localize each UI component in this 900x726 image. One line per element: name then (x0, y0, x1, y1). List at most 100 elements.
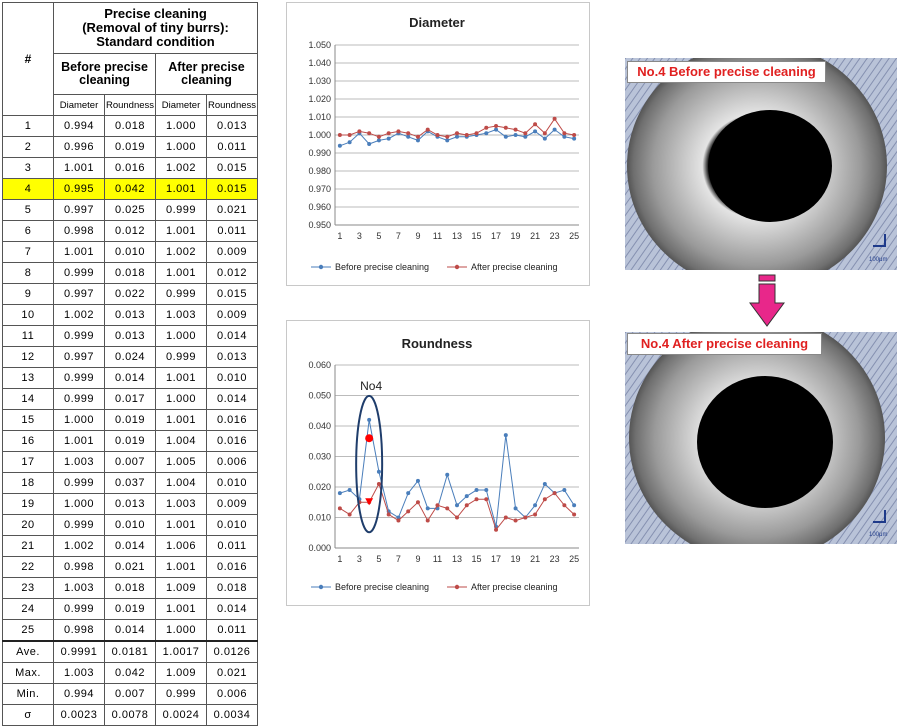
before-roundness-cell: 0.013 (104, 325, 156, 347)
before-roundness-cell: 0.014 (104, 619, 156, 642)
data-point-after (367, 131, 372, 136)
y-tick-label: 0.030 (308, 452, 331, 462)
after-diameter-cell: 1.005 (155, 451, 207, 473)
after-roundness-cell: 0.013 (206, 346, 258, 368)
data-point-after (494, 124, 499, 128)
before-roundness-cell: 0.010 (104, 514, 156, 536)
data-point-after (435, 503, 440, 508)
x-tick-label: 15 (472, 554, 482, 564)
data-point-after (435, 133, 440, 137)
after-diameter-cell: 1.001 (155, 178, 207, 200)
data-point-before (562, 488, 567, 493)
table-row: 18 0.999 0.037 1.004 0.010 (2, 472, 258, 494)
table-row: 11 0.999 0.013 1.000 0.014 (2, 325, 258, 347)
stats-row: Min. 0.994 0.007 0.999 0.006 (2, 683, 258, 705)
condition-title-line-3: Standard condition (96, 34, 215, 49)
after-diameter-cell: 1.000 (155, 388, 207, 410)
before-roundness-cell: 0.017 (104, 388, 156, 410)
data-point-after (484, 497, 489, 502)
x-tick-label: 25 (569, 231, 579, 241)
data-point-before (376, 469, 381, 474)
stats-row: Max. 1.003 0.042 1.009 0.021 (2, 662, 258, 684)
data-point-after (406, 509, 411, 514)
before-roundness-cell: 0.021 (104, 556, 156, 578)
table-body: 1 0.994 0.018 1.000 0.013 2 0.996 0.019 1.000 0.0… (2, 115, 258, 726)
before-diameter-cell: 0.996 (53, 136, 105, 158)
before-diameter-cell: 0.994 (53, 115, 105, 137)
sub-header-after-diameter: Diameter (155, 94, 207, 116)
data-point-after (376, 481, 381, 486)
before-diameter-cell: 1.003 (53, 662, 105, 684)
before-header: Before precise cleaning (53, 53, 156, 95)
row-number-cell: 20 (2, 514, 54, 536)
data-point-before (562, 134, 567, 139)
after-diameter-cell: 0.0024 (155, 704, 207, 726)
after-roundness-cell: 0.021 (206, 199, 258, 221)
legend-label: Before precise cleaning (335, 582, 429, 592)
after-header-line-1: After precise (168, 60, 245, 74)
data-point-after (445, 506, 450, 511)
data-point-before (503, 433, 508, 438)
row-number-header: # (2, 2, 54, 116)
after-roundness-cell: 0.009 (206, 304, 258, 326)
after-diameter-cell: 1.009 (155, 662, 207, 684)
x-tick-label: 1 (337, 231, 342, 241)
condition-title: Precise cleaning (Removal of tiny burrs)… (53, 2, 258, 54)
row-number-cell: 6 (2, 220, 54, 242)
legend-label: After precise cleaning (471, 582, 558, 592)
table-row: 20 0.999 0.010 1.001 0.010 (2, 514, 258, 536)
before-diameter-cell: 0.997 (53, 346, 105, 368)
y-tick-label: 0.060 (308, 360, 331, 370)
after-roundness-cell: 0.015 (206, 178, 258, 200)
after-roundness-cell: 0.016 (206, 556, 258, 578)
row-number-cell: 9 (2, 283, 54, 305)
scale-label: 100μm (869, 257, 887, 263)
data-point-after (572, 133, 577, 137)
before-caption: No.4 Before precise cleaning (627, 61, 826, 83)
diameter-chart-panel: Diameter 0.950 0.960 0.970 0.980 0.990 1.000 1.… (286, 2, 590, 286)
before-diameter-cell: 0.999 (53, 472, 105, 494)
roundness-chart-panel: Roundness 0.000 0.010 0.020 0.030 0.040 0.050 0… (286, 320, 590, 606)
data-point-after (425, 127, 430, 132)
data-point-before (572, 503, 577, 508)
data-point-before (415, 478, 420, 483)
before-diameter-cell: 1.003 (53, 577, 105, 599)
stat-label-cell: Max. (2, 662, 54, 684)
after-diameter-cell: 1.003 (155, 304, 207, 326)
row-number-cell: 13 (2, 367, 54, 389)
y-tick-label: 1.020 (308, 94, 331, 104)
before-roundness-cell: 0.014 (104, 535, 156, 557)
data-point-before (464, 494, 469, 499)
data-point-before (396, 515, 401, 520)
before-roundness-cell: 0.0078 (104, 704, 156, 726)
before-diameter-cell: 0.999 (53, 262, 105, 284)
table-row: 6 0.998 0.012 1.001 0.011 (2, 220, 258, 242)
before-cleaning-photo: 100μm (625, 42, 897, 290)
row-number-cell: 17 (2, 451, 54, 473)
after-diameter-cell: 1.001 (155, 262, 207, 284)
y-tick-label: 0.970 (308, 184, 331, 194)
data-point-after (464, 503, 469, 508)
before-roundness-cell: 0.0181 (104, 640, 156, 663)
row-number-cell: 3 (2, 157, 54, 179)
table-row: 25 0.998 0.014 1.000 0.011 (2, 619, 258, 642)
x-tick-label: 7 (396, 554, 401, 564)
after-diameter-cell: 0.999 (155, 346, 207, 368)
roundness-chart: Roundness 0.000 0.010 0.020 0.030 0.040 0.050 0… (308, 336, 579, 592)
after-diameter-cell: 1.001 (155, 220, 207, 242)
after-micrograph: 100μm (625, 314, 897, 562)
x-tick-label: 7 (396, 231, 401, 241)
after-roundness-cell: 0.015 (206, 157, 258, 179)
before-roundness-cell: 0.013 (104, 493, 156, 515)
data-point-before (376, 138, 381, 143)
data-point-after (406, 131, 411, 136)
data-point-before (494, 127, 499, 132)
data-point-after (542, 131, 547, 136)
table-row: 7 1.001 0.010 1.002 0.009 (2, 241, 258, 263)
after-diameter-cell: 1.004 (155, 472, 207, 494)
y-tick-label: 0.950 (308, 220, 331, 230)
before-roundness-cell: 0.014 (104, 367, 156, 389)
before-diameter-cell: 0.997 (53, 283, 105, 305)
after-roundness-cell: 0.006 (206, 451, 258, 473)
y-tick-label: 1.050 (308, 40, 331, 50)
